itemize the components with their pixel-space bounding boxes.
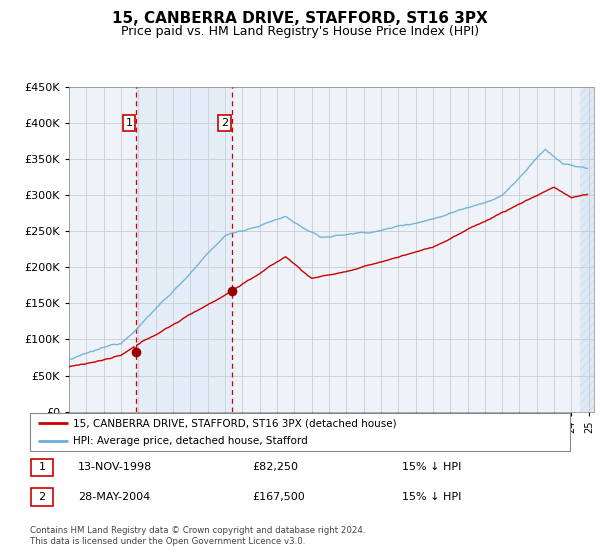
Text: 1: 1 [38,463,46,472]
Text: HPI: Average price, detached house, Stafford: HPI: Average price, detached house, Staf… [73,436,308,446]
Bar [136,87,232,412]
Text: Price paid vs. HM Land Registry's House Price Index (HPI): Price paid vs. HM Land Registry's House … [121,25,479,38]
Text: £167,500: £167,500 [252,492,305,502]
Text: Contains HM Land Registry data © Crown copyright and database right 2024.
This d: Contains HM Land Registry data © Crown c… [30,526,365,546]
Text: 1: 1 [125,118,133,128]
Text: 2: 2 [38,492,46,502]
Text: 15, CANBERRA DRIVE, STAFFORD, ST16 3PX (detached house): 15, CANBERRA DRIVE, STAFFORD, ST16 3PX (… [73,418,397,428]
Text: 15% ↓ HPI: 15% ↓ HPI [402,492,461,502]
Text: 15, CANBERRA DRIVE, STAFFORD, ST16 3PX: 15, CANBERRA DRIVE, STAFFORD, ST16 3PX [112,11,488,26]
FancyBboxPatch shape [31,459,53,476]
Text: 2: 2 [221,118,228,128]
Text: 28-MAY-2004: 28-MAY-2004 [78,492,150,502]
Text: 15% ↓ HPI: 15% ↓ HPI [402,462,461,472]
Text: 13-NOV-1998: 13-NOV-1998 [78,462,152,472]
Bar [580,87,600,412]
Text: £82,250: £82,250 [252,462,298,472]
FancyBboxPatch shape [30,413,570,451]
FancyBboxPatch shape [31,488,53,506]
